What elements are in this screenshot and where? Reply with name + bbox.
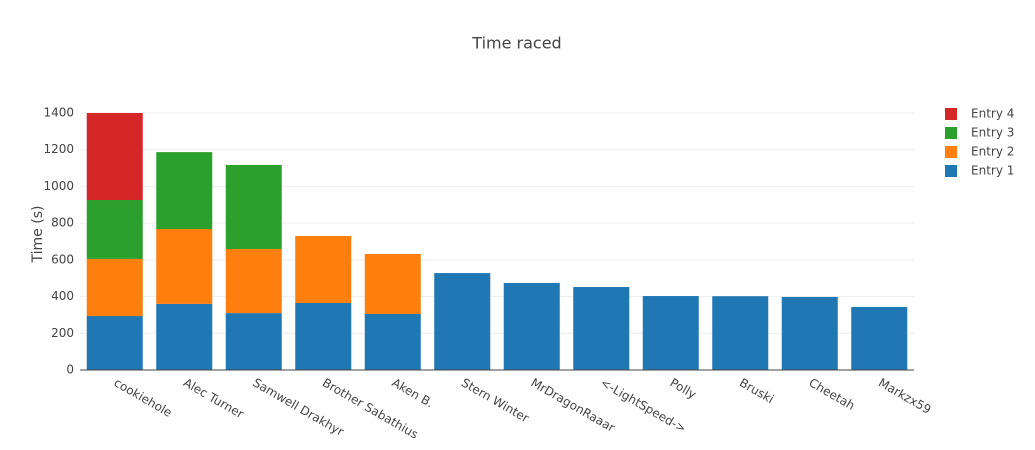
bar-segment [364,314,421,370]
y-tick-label: 200 [51,326,74,340]
bar-segment [503,282,560,370]
bar-segment [434,273,491,370]
x-tick-label: Alec Turner [181,376,246,422]
legend-label: Entry 1 [971,164,1014,178]
bar-segment [156,303,213,370]
bar-segment [225,164,282,250]
y-tick-label: 0 [66,363,74,377]
bar-segment [712,296,769,370]
legend-swatch [945,146,957,158]
y-tick-label: 1000 [43,179,74,193]
y-tick-label: 600 [51,252,74,266]
y-tick-label: 1400 [43,106,74,120]
legend-swatch [945,165,957,177]
chart-title: Time raced [471,34,561,53]
x-tick-label: Stern Winter [459,376,531,426]
bar-segment [851,307,908,370]
bar-segment [225,313,282,370]
bar-segment [642,296,699,370]
bar-segment [364,253,421,315]
bar-segment [156,152,213,230]
bar-segment [781,296,838,370]
x-tick-label: Aken B. [390,376,436,411]
y-tick-label: 800 [51,216,74,230]
y-tick-label: 1200 [43,142,74,156]
bar-segment [295,302,352,370]
legend-swatch [945,108,957,120]
bar-segment [156,229,213,304]
bar-segment [86,316,143,370]
legend-label: Entry 4 [971,107,1014,121]
legend-label: Entry 2 [971,145,1014,159]
x-tick-label: Bruski [737,376,776,407]
legend-label: Entry 3 [971,126,1014,140]
x-tick-label: Markzx59 [876,376,933,417]
bar-segment [295,235,352,303]
bar-segment [86,200,143,259]
y-axis-label: Time (s) [30,206,46,264]
bar-segment [225,249,282,314]
x-tick-label: Polly [668,376,699,402]
bar-segment [86,113,143,201]
x-tick-label: cookiehole [112,376,175,420]
bar-segment [573,287,630,370]
x-tick-label: Cheetah [807,376,858,413]
legend-swatch [945,127,957,139]
bar-segment [86,258,143,317]
y-tick-label: 400 [51,289,74,303]
